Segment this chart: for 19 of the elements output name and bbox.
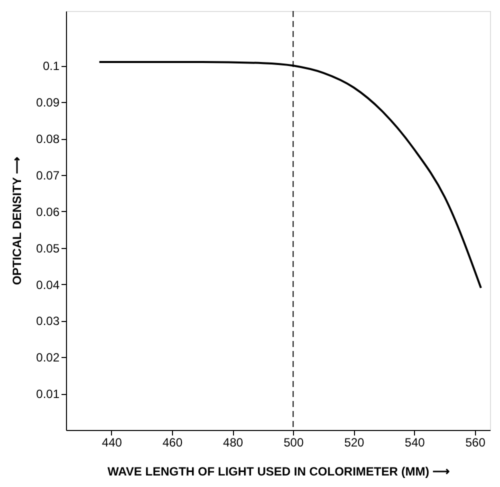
x-tick-label: 440	[102, 436, 122, 450]
x-tick-label: 460	[162, 436, 183, 450]
x-tick-label: 500	[284, 436, 304, 450]
y-tick-label: 0.06	[36, 204, 60, 219]
y-tick-label: 0.07	[36, 168, 60, 182]
y-tick-label: 0.01	[36, 387, 60, 402]
x-tick-label: 480	[223, 436, 244, 450]
x-tick-label: 560	[465, 436, 486, 450]
y-axis-title: OPTICAL DENSITY ⟶	[10, 157, 24, 285]
y-tick-label: 0.1	[42, 59, 60, 74]
x-tick-label: 540	[404, 436, 426, 450]
y-tick-label: 0.03	[36, 314, 60, 328]
y-tick-label: 0.05	[36, 241, 60, 256]
x-tick-label: 520	[344, 436, 365, 450]
x-axis-title: WAVE LENGTH OF LIGHT USED IN COLORIMETER (MM) ⟶	[107, 464, 450, 478]
y-tick-label: 0.08	[36, 132, 60, 146]
y-tick-label: 0.09	[36, 96, 60, 110]
y-tick-label: 0.02	[36, 350, 60, 365]
y-tick-label: 0.04	[36, 278, 60, 292]
